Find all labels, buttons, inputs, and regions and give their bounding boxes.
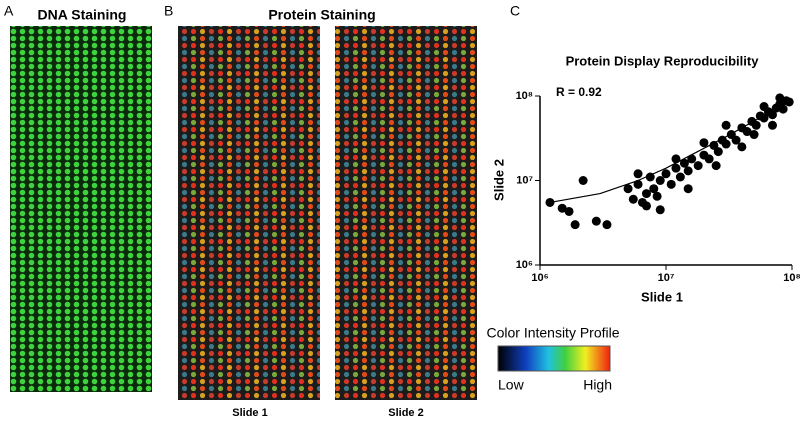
y-tick-label: 10⁷ xyxy=(516,174,533,186)
point xyxy=(767,120,777,130)
point xyxy=(641,189,651,199)
slide-label: Slide 1 xyxy=(232,407,267,419)
panel-title: DNA Staining xyxy=(38,7,127,23)
panel-label: C xyxy=(510,3,520,19)
protein-array-image xyxy=(178,26,320,400)
point xyxy=(628,194,638,204)
point xyxy=(737,142,747,152)
point xyxy=(675,172,685,182)
point xyxy=(633,169,643,179)
point xyxy=(699,138,709,148)
y-axis-label: Slide 2 xyxy=(491,159,506,201)
point xyxy=(671,154,681,164)
point xyxy=(751,120,761,130)
point xyxy=(666,179,676,189)
point xyxy=(578,176,588,185)
point xyxy=(731,135,741,145)
point xyxy=(591,216,601,226)
point xyxy=(683,184,693,194)
x-tick-label: 10⁷ xyxy=(658,272,675,284)
x-tick-label: 10⁸ xyxy=(783,272,800,284)
point xyxy=(778,104,788,114)
x-tick-label: 10⁶ xyxy=(531,272,548,284)
dna-array-image xyxy=(10,26,152,392)
point xyxy=(649,184,659,194)
point xyxy=(679,158,689,168)
point xyxy=(721,120,731,130)
point xyxy=(655,176,665,185)
point xyxy=(633,179,643,189)
point xyxy=(652,191,662,201)
colorbar xyxy=(497,345,611,372)
point xyxy=(655,205,665,215)
point xyxy=(564,206,574,216)
chart-title: Protein Display Reproducibility xyxy=(566,53,760,68)
point xyxy=(759,102,769,112)
point xyxy=(704,154,714,164)
point xyxy=(671,163,681,173)
y-tick-label: 10⁶ xyxy=(516,259,533,271)
panel-title: Protein Staining xyxy=(268,7,375,23)
point xyxy=(749,130,759,140)
point xyxy=(683,166,693,176)
point xyxy=(742,127,752,137)
point xyxy=(602,220,612,230)
annotation: R = 0.92 xyxy=(556,85,602,99)
panel-label: B xyxy=(164,3,173,19)
fit-line xyxy=(549,99,793,204)
x-axis-label: Slide 1 xyxy=(641,289,683,304)
point xyxy=(661,169,671,179)
slide-label: Slide 2 xyxy=(388,407,423,419)
point xyxy=(713,147,723,157)
colorbar-title: Color Intensity Profile xyxy=(486,325,619,341)
point xyxy=(570,220,580,230)
point xyxy=(623,184,633,194)
point xyxy=(687,154,697,164)
protein-array-image xyxy=(335,26,477,400)
point xyxy=(721,139,731,149)
colorbar-low: Low xyxy=(498,377,525,393)
point xyxy=(641,201,651,211)
panel-label: A xyxy=(4,3,14,19)
y-tick-label: 10⁸ xyxy=(516,90,533,102)
scatter-plot: 10⁶ 10⁷ 10⁸ 10⁶ 10⁷ 10⁸ xyxy=(516,90,800,284)
point xyxy=(693,161,703,171)
point xyxy=(711,161,721,171)
point xyxy=(775,93,785,103)
point xyxy=(557,203,567,213)
colorbar-high: High xyxy=(583,377,612,393)
